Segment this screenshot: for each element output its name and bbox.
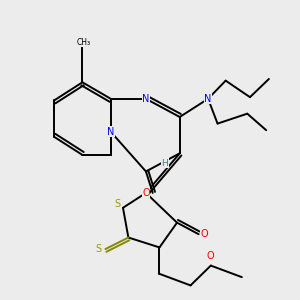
- Text: O: O: [142, 188, 150, 198]
- Text: O: O: [207, 251, 214, 261]
- Text: H: H: [161, 159, 168, 168]
- Text: O: O: [200, 229, 208, 239]
- Text: N: N: [142, 94, 150, 104]
- Text: S: S: [96, 244, 102, 254]
- Text: S: S: [115, 200, 121, 209]
- Text: N: N: [107, 127, 115, 137]
- Text: N: N: [204, 94, 212, 104]
- Text: CH₃: CH₃: [77, 38, 91, 46]
